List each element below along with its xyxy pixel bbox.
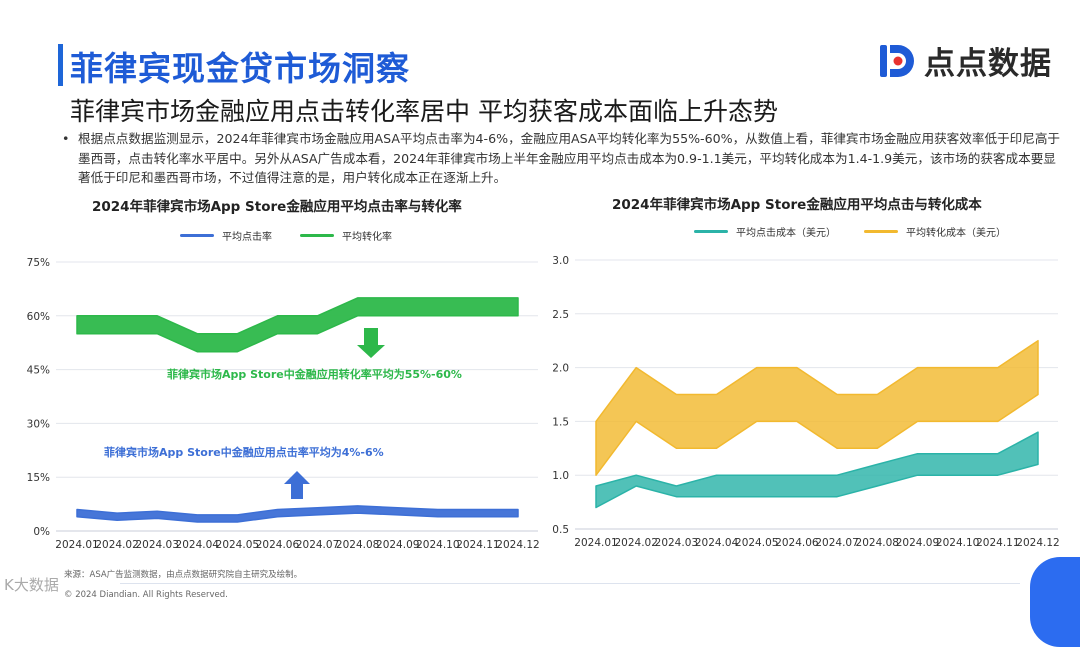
chart2-xtick-label: 2024.06 [775,537,819,549]
summary-paragraph: • 根据点点数据监测显示，2024年菲律宾市场金融应用ASA平均点击率为4-6%… [62,129,1062,188]
chart2-xtick-label: 2024.09 [896,537,939,549]
chart2-plot: 0.51.01.52.02.53.02024.012024.022024.032… [552,255,1059,549]
chart1-legend-label-conv: 平均转化率 [342,232,392,243]
chart2-legend-swatch-conv-cost [864,230,898,233]
chart1-annotation-click: 菲律宾市场App Store中金融应用点击率平均为4%-6% [104,445,384,459]
chart1-xtick-label: 2024.01 [55,539,98,551]
chart1-legend-swatch-click [180,234,214,237]
chart1-series-0-band [76,505,519,523]
chart1-down-arrow-icon [357,328,385,358]
chart1-legend-item-click: 平均点击率 [180,228,272,243]
chart1-ytick-label: 30% [27,418,50,430]
chart1-annotation-conversion: 菲律宾市场App Store中金融应用转化率平均为55%-60% [167,367,462,381]
chart2-series-1-band [595,339,1039,476]
chart1-xtick-label: 2024.08 [336,539,379,551]
chart1-xtick-label: 2024.03 [135,539,178,551]
chart2-ytick-label: 2.5 [552,309,569,321]
bottom-divider [120,583,1020,584]
chart2-xtick-label: 2024.03 [655,537,698,549]
copyright-note: © 2024 Diandian. All Rights Reserved. [64,590,228,600]
bullet-mark: • [62,131,70,146]
chart2-ytick-label: 2.0 [552,363,569,375]
chart2-xtick-label: 2024.07 [815,537,858,549]
chart2-xtick-label: 2024.02 [614,537,657,549]
chart2-xtick-label: 2024.10 [936,537,979,549]
chart2-legend-item-click-cost: 平均点击成本（美元） [694,224,836,239]
chart2-xtick-label: 2024.01 [574,537,617,549]
chart1-title: 2024年菲律宾市场App Store金融应用平均点击率与转化率 [92,199,462,215]
chart1-ytick-label: 45% [27,365,50,377]
chart1-xtick-label: 2024.07 [296,539,339,551]
page-subtitle: 菲律宾市场金融应用点击转化率居中 平均获客成本面临上升态势 [70,97,778,126]
brand-mark-icon [880,44,914,77]
chart2-xtick-label: 2024.12 [1016,537,1059,549]
chart2-ytick-label: 1.0 [552,470,569,482]
chart1-series-1-band [76,297,519,353]
chart2-legend-label-click-cost: 平均点击成本（美元） [736,228,836,239]
chart1-ytick-label: 60% [27,311,50,323]
chart1-xtick-label: 2024.10 [416,539,459,551]
chart1-legend-label-click: 平均点击率 [222,232,272,243]
summary-text: 根据点点数据监测显示，2024年菲律宾市场金融应用ASA平均点击率为4-6%，金… [78,131,1061,185]
brand-logo: 点点数据 [878,38,1052,83]
chart2-xtick-label: 2024.04 [695,537,739,549]
chart2-legend-label-conv-cost: 平均转化成本（美元） [906,228,1006,239]
chart1-plot: 0%15%30%45%60%75%2024.012024.022024.0320… [27,257,540,551]
chart1-xtick-label: 2024.09 [376,539,419,551]
watermark: K大数据 [4,576,59,594]
chart1-legend-item-conv: 平均转化率 [300,228,392,243]
chart1-xtick-label: 2024.12 [496,539,539,551]
brand-name: 点点数据 [924,46,1052,82]
chart1-ytick-label: 0% [33,526,50,538]
chart1-legend-swatch-conv [300,234,334,237]
chart2-title: 2024年菲律宾市场App Store金融应用平均点击与转化成本 [612,197,982,213]
chart1-ytick-label: 15% [27,472,50,484]
chart2-ytick-label: 0.5 [552,524,569,536]
chart1-xtick-label: 2024.05 [216,539,259,551]
chart1-xtick-label: 2024.11 [456,539,499,551]
chart2-legend-item-conv-cost: 平均转化成本（美元） [864,224,1006,239]
chart1-ytick-label: 75% [27,257,50,269]
chart2-xtick-label: 2024.05 [735,537,778,549]
chart1-xtick-label: 2024.04 [176,539,220,551]
chart2-xtick-label: 2024.08 [856,537,899,549]
page-title: 菲律宾现金贷市场洞察 [70,49,410,88]
corner-decoration [1030,557,1080,647]
chart2-ytick-label: 3.0 [552,255,569,267]
title-accent-bar [58,44,63,86]
source-note: 来源：ASA广告监测数据，由点点数据研究院自主研究及绘制。 [64,570,303,580]
chart1-legend: 平均点击率 平均转化率 [180,228,420,243]
chart2-ytick-label: 1.5 [552,416,569,428]
chart2-series-0-band [595,431,1039,509]
chart2-xtick-label: 2024.11 [976,537,1019,549]
chart1-up-arrow-icon [284,471,310,499]
chart2-legend: 平均点击成本（美元） 平均转化成本（美元） [694,224,1034,239]
chart2-legend-swatch-click-cost [694,230,728,233]
chart1-xtick-label: 2024.02 [95,539,138,551]
chart1-xtick-label: 2024.06 [256,539,300,551]
